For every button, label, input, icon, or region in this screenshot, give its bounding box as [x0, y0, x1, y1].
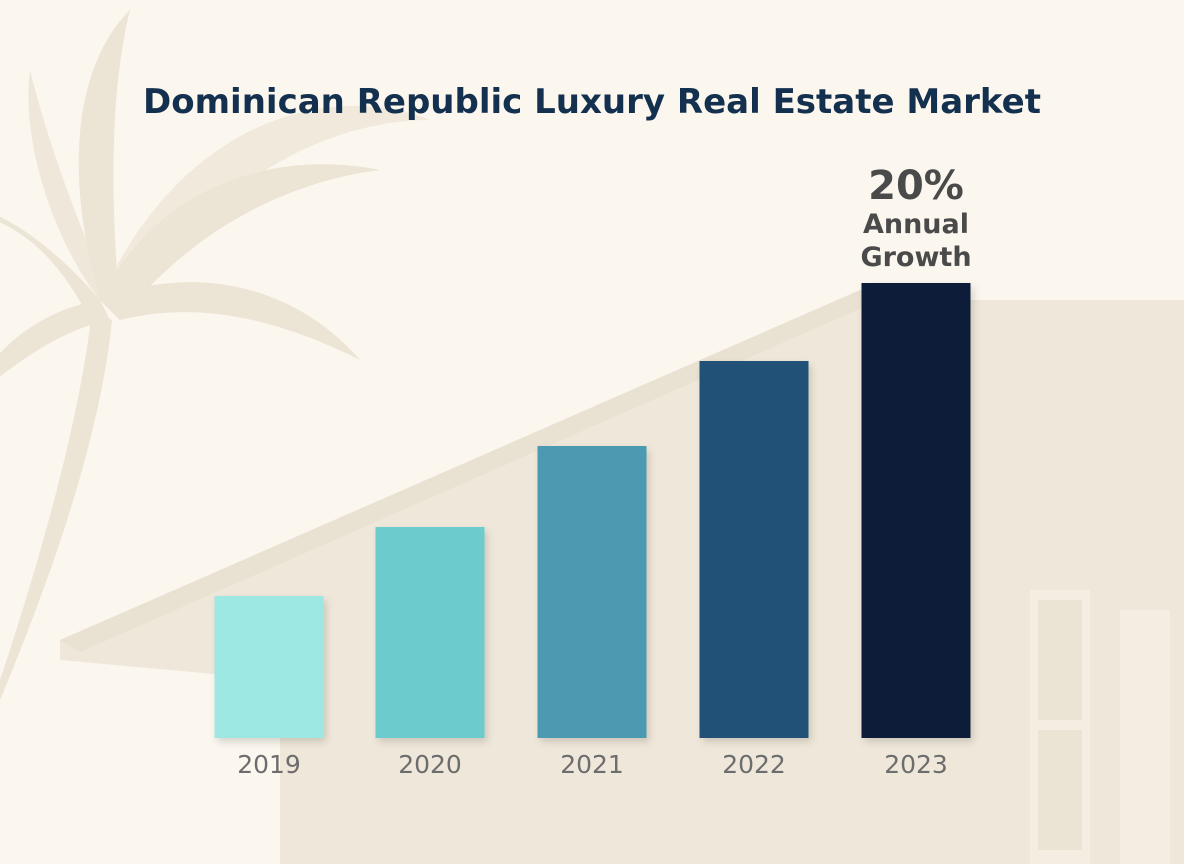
- bar-2019: [214, 596, 324, 738]
- palm-tree-silhouette-icon: [0, 10, 430, 700]
- tick-label-2021: 2021: [560, 750, 624, 779]
- bar-2022: [699, 361, 809, 738]
- tick-label-2019: 2019: [237, 750, 301, 779]
- bar-2023: [861, 283, 971, 738]
- x-axis-tick-labels: 2019 2020 2021 2022 2023: [237, 750, 948, 779]
- chart-title: Dominican Republic Luxury Real Estate Ma…: [143, 82, 1041, 122]
- growth-annotation: 20% Annual Growth: [860, 163, 971, 273]
- annotation-value: 20%: [868, 163, 964, 209]
- bar-2021: [537, 446, 647, 738]
- tick-label-2022: 2022: [722, 750, 786, 779]
- bar-2020: [375, 527, 485, 738]
- annotation-line-1: Annual: [863, 209, 969, 240]
- bars-group: [214, 283, 971, 738]
- tick-label-2020: 2020: [398, 750, 462, 779]
- annotation-line-2: Growth: [860, 242, 971, 273]
- tick-label-2023: 2023: [884, 750, 948, 779]
